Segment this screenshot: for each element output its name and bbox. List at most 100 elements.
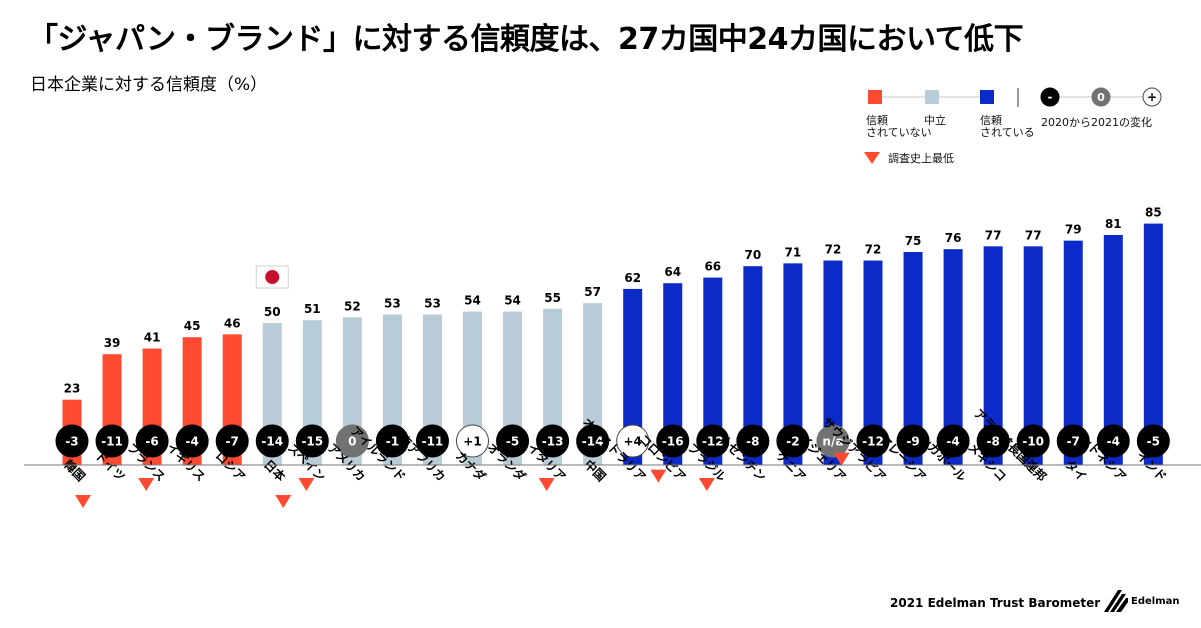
change-badge bbox=[415, 424, 449, 458]
value-label: 70 bbox=[744, 248, 761, 262]
change-label: -16 bbox=[662, 435, 684, 449]
value-label: 52 bbox=[344, 299, 361, 313]
change-label: -14 bbox=[582, 435, 604, 449]
legend-change-positive-symbol: + bbox=[1147, 90, 1157, 104]
bar bbox=[903, 252, 923, 465]
change-label: -7 bbox=[1067, 435, 1080, 449]
record-low-marker-icon bbox=[698, 478, 715, 492]
change-badge bbox=[456, 424, 489, 458]
change-label: -8 bbox=[746, 435, 759, 449]
change-badge bbox=[776, 424, 810, 458]
legend-label-trust: 信頼されている bbox=[980, 114, 1035, 139]
change-label: -11 bbox=[422, 435, 444, 449]
legend-change-positive: + bbox=[1142, 87, 1162, 107]
japan-flag-icon bbox=[255, 265, 289, 289]
record-low-marker-icon bbox=[650, 469, 667, 483]
value-label: 71 bbox=[785, 245, 802, 259]
value-label: 72 bbox=[865, 243, 882, 257]
change-label: -7 bbox=[226, 435, 239, 449]
value-label: 57 bbox=[584, 285, 601, 299]
value-label: 41 bbox=[144, 331, 161, 345]
record-low-marker-icon bbox=[538, 478, 555, 492]
record-low-marker-icon bbox=[138, 478, 155, 492]
change-badge bbox=[496, 424, 530, 458]
change-label: -4 bbox=[1107, 435, 1120, 449]
bar bbox=[1063, 240, 1083, 465]
record-low-marker-icon bbox=[75, 495, 92, 509]
legend-swatch-distrust bbox=[868, 90, 882, 104]
value-label: 54 bbox=[504, 294, 521, 308]
value-label: 39 bbox=[104, 336, 121, 350]
record-low-marker-icon bbox=[275, 495, 292, 509]
bar bbox=[1023, 246, 1043, 465]
bar bbox=[863, 260, 883, 465]
change-label: -4 bbox=[946, 435, 959, 449]
edelman-logo-text: Edelman bbox=[1131, 595, 1180, 607]
record-low-marker-icon bbox=[298, 478, 315, 492]
change-label: -5 bbox=[506, 435, 519, 449]
value-label: 53 bbox=[424, 296, 441, 310]
change-badge bbox=[215, 424, 249, 458]
change-badge bbox=[55, 424, 89, 458]
value-label: 23 bbox=[64, 382, 81, 396]
change-badge bbox=[576, 424, 610, 458]
chart-title: 「ジャパン・ブランド」に対する信頼度は、27カ国中24カ国において低下 bbox=[28, 22, 1024, 57]
value-label: 64 bbox=[664, 265, 681, 279]
value-label: 51 bbox=[304, 302, 321, 316]
change-badge bbox=[976, 424, 1010, 458]
change-badge bbox=[656, 424, 690, 458]
legend-swatch-trust bbox=[980, 90, 994, 104]
change-badge bbox=[536, 424, 570, 458]
change-badge bbox=[856, 424, 890, 458]
legend-change-zero-symbol: 0 bbox=[1097, 91, 1105, 104]
bar bbox=[943, 249, 963, 465]
value-label: 45 bbox=[184, 319, 201, 333]
value-label: 79 bbox=[1065, 223, 1082, 237]
bar bbox=[1103, 234, 1123, 465]
change-label: -8 bbox=[986, 435, 999, 449]
change-label: -13 bbox=[542, 435, 564, 449]
change-label: -2 bbox=[786, 435, 799, 449]
legend-change-label: 2020から2021の変化 bbox=[1041, 115, 1152, 129]
change-badge bbox=[1016, 424, 1050, 458]
change-badge bbox=[736, 424, 770, 458]
change-badge bbox=[255, 424, 289, 458]
value-label: 46 bbox=[224, 316, 241, 330]
bar bbox=[663, 283, 683, 465]
change-badge bbox=[135, 424, 169, 458]
value-label: 53 bbox=[384, 296, 401, 310]
value-label: 77 bbox=[985, 228, 1002, 242]
change-label: -10 bbox=[1022, 435, 1044, 449]
value-label: 72 bbox=[825, 243, 842, 257]
change-label: -15 bbox=[301, 435, 323, 449]
change-badge bbox=[1136, 424, 1170, 458]
change-badge bbox=[816, 424, 850, 458]
legend-label-neutral: 中立 bbox=[924, 113, 946, 127]
change-badge bbox=[616, 424, 650, 458]
footer-source: 2021 Edelman Trust Barometer bbox=[890, 596, 1101, 610]
change-label: -5 bbox=[1147, 435, 1160, 449]
bar bbox=[703, 277, 723, 465]
record-low-legend-label: 調査史上最低 bbox=[888, 151, 954, 165]
change-badge bbox=[1096, 424, 1130, 458]
change-badge bbox=[696, 424, 730, 458]
bar bbox=[583, 303, 603, 465]
change-badge bbox=[375, 424, 409, 458]
bars: 23-3韓国39-11ドイツ41-6フランス45-4イギリス46-7ロシア50-… bbox=[55, 206, 1170, 509]
bar bbox=[783, 263, 803, 465]
legend-swatch-neutral bbox=[925, 90, 939, 104]
change-label: 0 bbox=[348, 435, 356, 449]
change-label: -14 bbox=[261, 435, 283, 449]
change-label: -11 bbox=[101, 435, 123, 449]
change-label: -1 bbox=[386, 435, 399, 449]
change-label: +1 bbox=[463, 435, 481, 449]
value-label: 75 bbox=[905, 234, 922, 248]
legend-change-negative-symbol: - bbox=[1048, 90, 1053, 104]
value-label: 66 bbox=[704, 260, 721, 274]
change-badge bbox=[936, 424, 970, 458]
record-low-marker-icon bbox=[833, 452, 850, 466]
change-badge bbox=[295, 424, 329, 458]
change-badge bbox=[335, 424, 369, 458]
record-low-legend-icon bbox=[864, 152, 880, 164]
